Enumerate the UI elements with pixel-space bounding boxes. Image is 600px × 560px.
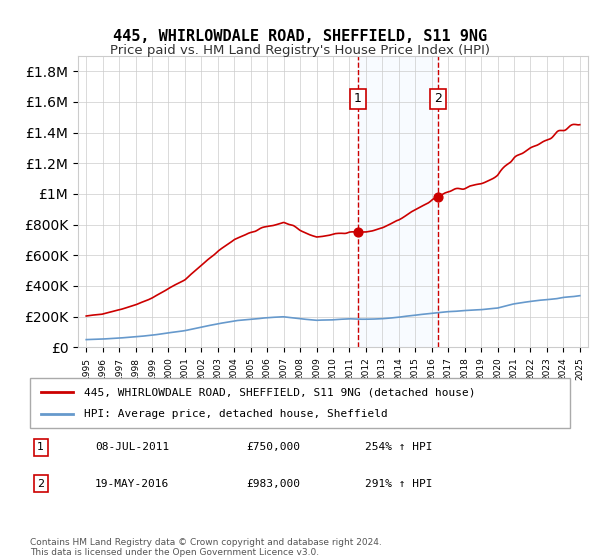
Text: 2: 2 [434,92,442,105]
FancyBboxPatch shape [30,378,570,428]
Text: 445, WHIRLOWDALE ROAD, SHEFFIELD, S11 9NG (detached house): 445, WHIRLOWDALE ROAD, SHEFFIELD, S11 9N… [84,387,476,397]
Text: Price paid vs. HM Land Registry's House Price Index (HPI): Price paid vs. HM Land Registry's House … [110,44,490,57]
Text: Contains HM Land Registry data © Crown copyright and database right 2024.
This d: Contains HM Land Registry data © Crown c… [30,538,382,557]
Text: HPI: Average price, detached house, Sheffield: HPI: Average price, detached house, Shef… [84,409,388,419]
Text: 445, WHIRLOWDALE ROAD, SHEFFIELD, S11 9NG: 445, WHIRLOWDALE ROAD, SHEFFIELD, S11 9N… [113,29,487,44]
Text: 291% ↑ HPI: 291% ↑ HPI [365,479,432,489]
Bar [358,56,438,347]
Text: 19-MAY-2016: 19-MAY-2016 [95,479,169,489]
Point [353,228,363,237]
Text: 1: 1 [354,92,362,105]
Text: 2: 2 [37,479,44,489]
Text: 1: 1 [37,442,44,452]
Text: £983,000: £983,000 [246,479,300,489]
Text: 254% ↑ HPI: 254% ↑ HPI [365,442,432,452]
Point [433,192,443,201]
Text: 08-JUL-2011: 08-JUL-2011 [95,442,169,452]
Text: £750,000: £750,000 [246,442,300,452]
